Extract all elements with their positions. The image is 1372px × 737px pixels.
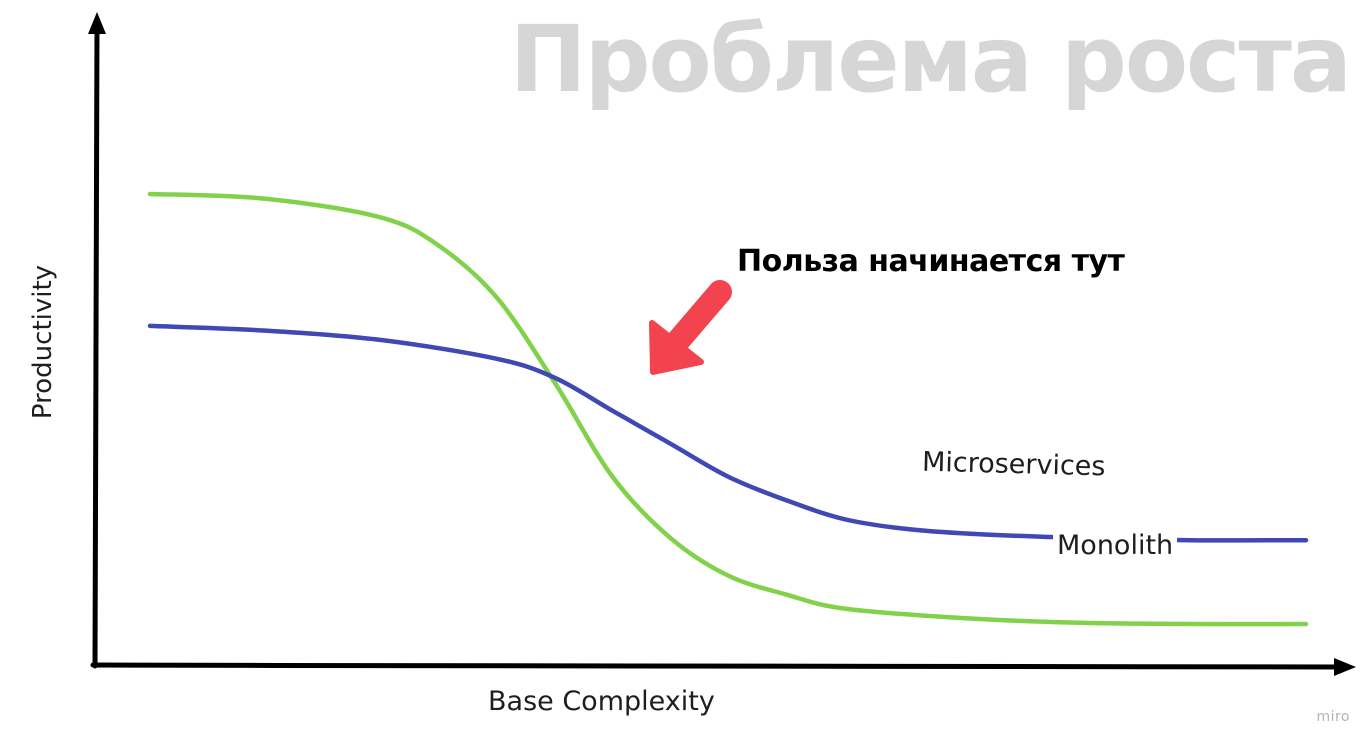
y-axis [92, 21, 100, 669]
series-line-monolith [147, 191, 1309, 627]
series-label-microservices: Microservices [917, 446, 1110, 484]
series-label-monolith: Monolith [1053, 530, 1178, 563]
annotation-text: Польза начинается тут [737, 244, 1125, 279]
y-axis-arrowhead [88, 12, 106, 34]
y-axis-label: Productivity [28, 264, 58, 420]
x-axis-arrowhead [1334, 658, 1356, 676]
series-line-microservices [147, 323, 1309, 543]
x-axis [90, 662, 1343, 670]
slide-title: Проблема роста [509, 6, 1352, 113]
miro-logo: miro [1316, 709, 1350, 725]
x-axis-label: Base Complexity [488, 686, 715, 717]
arrow-icon [649, 280, 732, 375]
